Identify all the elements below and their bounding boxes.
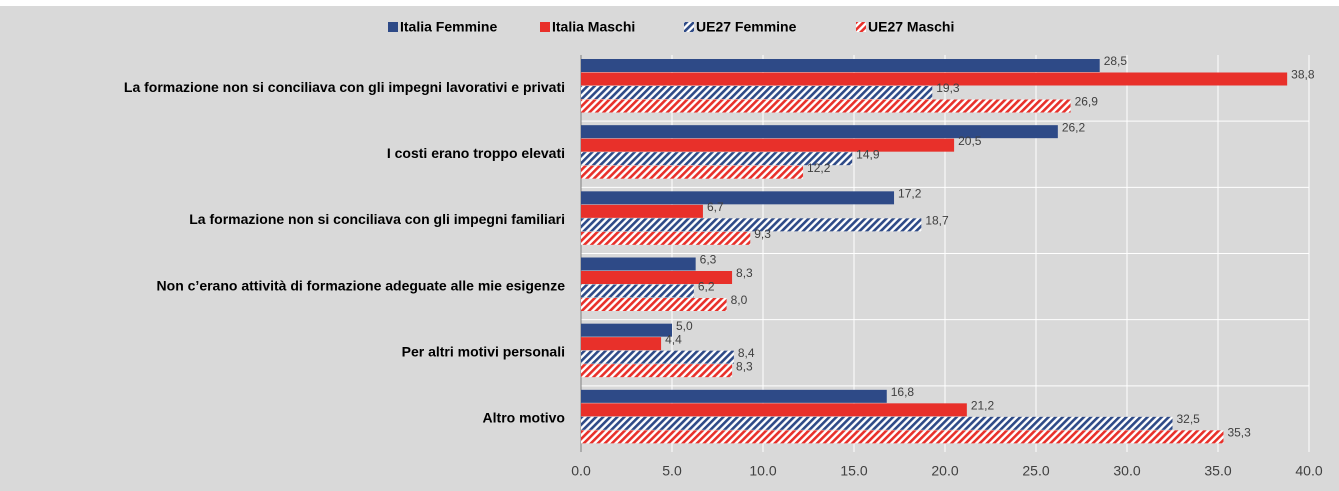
bar xyxy=(581,59,1100,72)
value-label: 8,3 xyxy=(736,266,753,280)
value-label: 17,2 xyxy=(898,187,922,201)
bar xyxy=(581,389,887,403)
category-label: I costi erano troppo elevati xyxy=(387,145,565,161)
value-label: 12,2 xyxy=(807,161,831,175)
bar xyxy=(581,165,804,179)
bar xyxy=(581,204,703,218)
bar xyxy=(581,152,853,166)
bar xyxy=(581,138,955,152)
x-tick-label: 5.0 xyxy=(662,463,682,479)
bar xyxy=(581,403,967,417)
legend-label: Italia Maschi xyxy=(552,19,635,35)
category-label: La formazione non si conciliava con gli … xyxy=(189,211,565,227)
legend-label: UE27 Maschi xyxy=(868,19,954,35)
category-label: Altro motivo xyxy=(483,410,565,426)
category-label: Per altri motivi personali xyxy=(402,343,565,359)
bar xyxy=(581,218,922,232)
top-strip xyxy=(0,0,1339,6)
value-label: 19,3 xyxy=(936,81,960,95)
legend-swatch xyxy=(388,22,398,32)
legend-label: Italia Femmine xyxy=(400,19,497,35)
category-label: La formazione non si conciliava con gli … xyxy=(124,79,565,95)
bar xyxy=(581,430,1224,444)
value-label: 21,2 xyxy=(971,399,995,413)
value-label: 28,5 xyxy=(1104,54,1128,68)
bar xyxy=(581,191,895,205)
value-label: 8,3 xyxy=(736,359,753,373)
legend-swatch xyxy=(540,22,550,32)
bar xyxy=(581,364,733,378)
x-tick-label: 20.0 xyxy=(931,463,958,479)
x-tick-label: 40.0 xyxy=(1295,463,1322,479)
bar xyxy=(581,271,733,284)
x-tick-label: 25.0 xyxy=(1022,463,1049,479)
value-label: 8,4 xyxy=(738,346,755,360)
value-label: 35,3 xyxy=(1227,426,1251,440)
value-label: 5,0 xyxy=(676,319,693,333)
value-label: 14,9 xyxy=(856,147,880,161)
category-label: Non c’erano attività di formazione adegu… xyxy=(157,277,566,293)
value-label: 32,5 xyxy=(1177,412,1201,426)
value-label: 4,4 xyxy=(665,332,682,346)
value-label: 18,7 xyxy=(925,214,949,228)
bar xyxy=(581,86,933,99)
bar xyxy=(581,298,727,311)
value-label: 26,2 xyxy=(1062,120,1086,134)
x-tick-label: 15.0 xyxy=(840,463,867,479)
bar xyxy=(581,416,1173,430)
value-label: 20,5 xyxy=(958,134,982,148)
legend-swatch xyxy=(684,22,694,32)
legend-swatch xyxy=(856,22,866,32)
value-label: 6,2 xyxy=(698,280,715,294)
bar xyxy=(581,337,662,351)
value-label: 16,8 xyxy=(891,385,915,399)
legend-label: UE27 Femmine xyxy=(696,19,797,35)
bar xyxy=(581,125,1058,139)
value-label: 6,3 xyxy=(700,253,717,267)
x-tick-label: 35.0 xyxy=(1204,463,1231,479)
bar xyxy=(581,231,751,245)
bar xyxy=(581,257,696,271)
bar xyxy=(581,284,694,298)
bar xyxy=(581,72,1288,86)
value-label: 26,9 xyxy=(1075,95,1099,109)
bar xyxy=(581,323,672,337)
bar xyxy=(581,350,734,364)
value-label: 38,8 xyxy=(1291,68,1315,82)
value-label: 9,3 xyxy=(754,227,771,241)
x-tick-label: 0.0 xyxy=(571,463,591,479)
x-tick-label: 10.0 xyxy=(749,463,776,479)
value-label: 6,7 xyxy=(707,200,724,214)
bar xyxy=(581,99,1071,113)
value-label: 8,0 xyxy=(731,293,748,307)
x-tick-label: 30.0 xyxy=(1113,463,1140,479)
